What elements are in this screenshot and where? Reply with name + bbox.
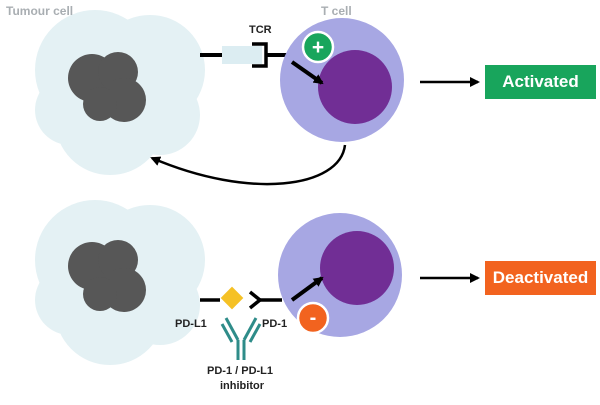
pd-1-label: PD-1	[262, 318, 288, 330]
tumour-nucleus-top	[68, 52, 146, 122]
minus-badge-label: -	[310, 307, 317, 329]
t-cell-top	[280, 18, 404, 142]
inhibitor-label-line2: inhibitor	[220, 380, 264, 392]
t-cell-nucleus-top	[318, 50, 392, 124]
tumour-cell-label: Tumour cell	[6, 4, 74, 18]
curved-arrow-icon	[150, 144, 347, 186]
deactivated-status: Deactivated	[485, 261, 596, 295]
tcr-antigen	[222, 46, 262, 64]
tumour-cell-top	[35, 10, 205, 175]
plus-badge-label: +	[312, 36, 324, 59]
tumour-nucleus-bottom	[68, 240, 146, 312]
inhibitor-label-line1: PD-1 / PD-L1	[207, 365, 274, 377]
antibody-icon	[220, 317, 262, 360]
pd-1-receptor	[248, 290, 263, 310]
tumour-cell-bottom	[35, 200, 205, 365]
t-cell-bottom	[278, 213, 402, 337]
activated-status: Activated	[485, 65, 596, 99]
deactivation-arrow-icon	[290, 276, 324, 302]
pd-l1-label: PD-L1	[175, 318, 207, 330]
t-cell-label: T cell	[321, 4, 352, 18]
plus-badge: +	[301, 30, 335, 64]
tcr-label: TCR	[249, 24, 272, 36]
t-cell-nucleus-bottom	[320, 231, 394, 305]
pd-l1-ligand	[220, 286, 244, 310]
activation-arrow-icon	[290, 60, 324, 85]
minus-badge: -	[296, 301, 330, 335]
